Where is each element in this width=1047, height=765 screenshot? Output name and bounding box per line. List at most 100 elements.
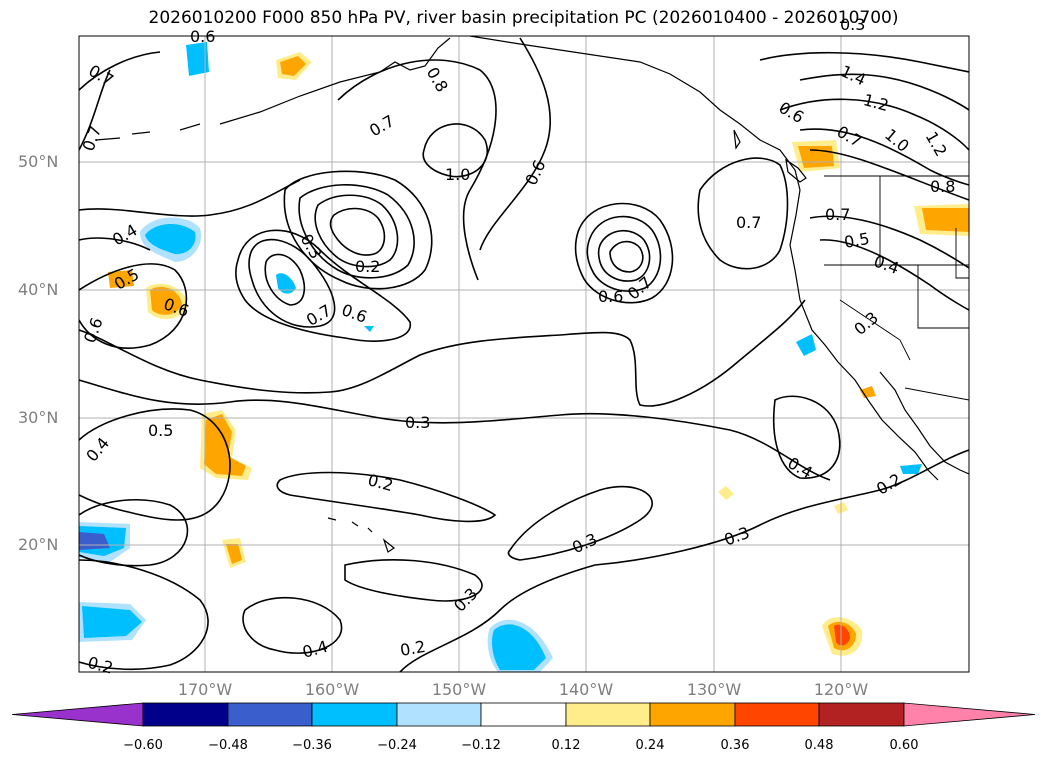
- graticule: [79, 36, 969, 672]
- colorbar-extend-low: [11, 702, 144, 727]
- pv-contour: [759, 51, 969, 201]
- chart-title: 2026010200 F000 850 hPa PV, river basin …: [148, 8, 899, 28]
- map-plot-area: [79, 36, 969, 672]
- colorbar-segment: [480, 702, 567, 727]
- pv-contour: [79, 299, 806, 407]
- precip-negative-areas: [79, 42, 922, 672]
- pv-contour: [248, 238, 336, 328]
- pv-contour: [337, 59, 497, 281]
- pv-contours: [79, 37, 969, 672]
- pv-contour: [79, 499, 189, 567]
- pv-contour: [79, 408, 231, 521]
- pv-contour: [276, 471, 497, 523]
- contour-label: 0.3: [405, 413, 430, 432]
- precip-pos-area: [834, 624, 850, 646]
- pv-contour: [314, 194, 399, 268]
- contour-label: 0.5: [843, 229, 871, 252]
- pv-contour: [79, 379, 831, 481]
- lat-tick-label: 30°N: [18, 408, 59, 427]
- contour-label: 0.8: [930, 177, 955, 196]
- precip-neg-area: [796, 334, 816, 356]
- colorbar-tick-label: 0.36: [720, 738, 750, 753]
- pv-contour: [479, 37, 552, 251]
- hawaii-islands: [327, 517, 396, 553]
- pv-contour: [344, 559, 483, 602]
- state-border: [955, 228, 969, 279]
- colorbar-tick-label: −0.48: [208, 738, 248, 753]
- precip-pos-area: [108, 270, 134, 288]
- colorbar-extend-high: [903, 702, 1036, 727]
- pv-contour: [79, 263, 188, 349]
- colorbar-segment: [565, 702, 651, 727]
- lat-tick-label: 20°N: [18, 535, 59, 554]
- pv-contour: [507, 485, 653, 561]
- precip-neg-area: [186, 42, 209, 76]
- pv-contour: [329, 207, 386, 256]
- precip-pos-area: [922, 208, 969, 232]
- pv-contour: [79, 179, 301, 251]
- precip-pos-area: [280, 56, 306, 76]
- haida-gwaii: [733, 129, 741, 150]
- pv-contour: [697, 157, 789, 270]
- colorbar-segment: [396, 702, 482, 727]
- colorbar-segment: [734, 702, 820, 727]
- precip-neg-area: [364, 326, 374, 332]
- pv-contour: [586, 215, 662, 292]
- precip-pos-area: [150, 286, 182, 315]
- pv-contour: [594, 449, 969, 566]
- coastlines: [95, 36, 969, 553]
- colorbar-tick-label: 0.12: [551, 738, 581, 753]
- precip-pos-area: [718, 486, 734, 500]
- lon-tick-label: 120°W: [813, 680, 869, 699]
- lon-tick-label: 130°W: [686, 680, 742, 699]
- pv-contour: [79, 559, 209, 671]
- pv-contour: [235, 229, 411, 342]
- contour-label: 1.0: [445, 165, 470, 184]
- precip-neg-area: [276, 273, 296, 294]
- pv-contour: [772, 395, 841, 479]
- pv-contour: [399, 564, 596, 672]
- pv-contour: [242, 596, 343, 654]
- colorbar-segment: [142, 702, 229, 727]
- pv-contour: [574, 202, 674, 304]
- contour-label: 0.5: [148, 421, 173, 440]
- lon-tick-label: 150°W: [431, 680, 487, 699]
- colorbar-tick-label: −0.12: [461, 738, 501, 753]
- pv-contour: [809, 215, 969, 311]
- contour-label: 0.7: [825, 205, 850, 224]
- pv-contour: [597, 230, 651, 282]
- contour-label: 0.6: [598, 287, 623, 306]
- colorbar-tick-label: 0.48: [804, 738, 834, 753]
- precip-pos-area: [798, 146, 834, 168]
- contour-label: 0.7: [736, 213, 761, 232]
- na-west-coast: [789, 189, 939, 481]
- contour-label: 0.2: [399, 637, 427, 660]
- vancouver-island: [785, 158, 807, 183]
- map-frame: [78, 35, 970, 673]
- state-border: [839, 299, 911, 361]
- aleutians: [95, 123, 201, 141]
- colorbar-segment: [227, 702, 313, 727]
- pv-contour: [264, 253, 306, 306]
- colorbar-tick-label: −0.24: [377, 738, 417, 753]
- contour-label: 0.3: [840, 15, 865, 34]
- precip-pos-area: [860, 386, 876, 398]
- pv-contour: [609, 240, 644, 273]
- lon-tick-label: 140°W: [558, 680, 614, 699]
- lon-tick-label: 160°W: [304, 680, 360, 699]
- contour-label: 0.2: [355, 257, 380, 276]
- colorbar-tick-label: 0.24: [635, 738, 665, 753]
- us-mexico-border: [904, 387, 969, 401]
- baja-coast: [879, 371, 969, 475]
- precip-neg-area: [82, 606, 142, 638]
- lon-tick-label: 170°W: [177, 680, 233, 699]
- lat-tick-label: 40°N: [18, 280, 59, 299]
- lat-tick-label: 50°N: [18, 152, 59, 171]
- alaska-coast: [469, 36, 801, 191]
- colorbar-tick-label: 0.60: [889, 738, 919, 753]
- precip-pos-area: [226, 544, 242, 564]
- colorbar-segment: [649, 702, 736, 727]
- precip-neg-area: [492, 624, 546, 670]
- precip-neg-area: [900, 464, 922, 474]
